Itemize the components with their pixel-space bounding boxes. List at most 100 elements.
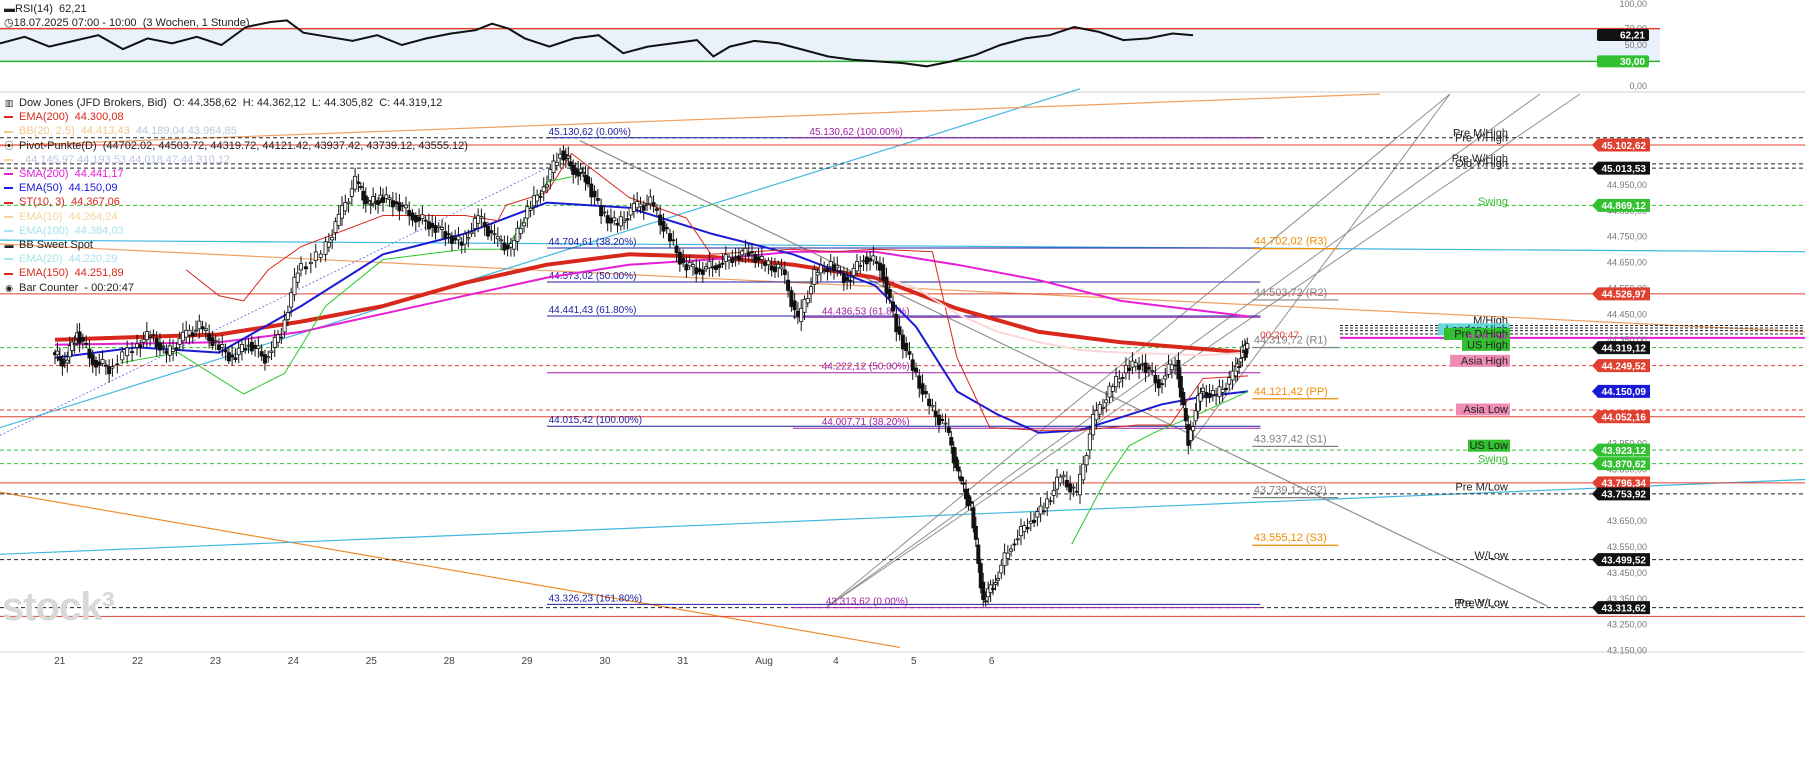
candle-body — [743, 247, 748, 255]
candle-body — [1156, 379, 1161, 389]
price-tag-text: 44.052,16 — [1602, 412, 1647, 423]
pivot-level-label: 43.739,12 (S2) — [1254, 485, 1327, 497]
legend-item[interactable]: EMA(50) 44.150,09 — [4, 181, 468, 195]
candle-body — [1196, 395, 1201, 412]
candle-body — [279, 336, 284, 339]
price-tag — [1592, 443, 1650, 457]
legend-value: 44.220,29 — [62, 253, 118, 266]
pivot-level-label: 44.702,02 (R3) — [1254, 236, 1327, 248]
candle-body — [1143, 362, 1148, 374]
candle-body — [303, 266, 308, 270]
candle-body — [356, 181, 361, 184]
candle-body — [269, 350, 274, 354]
legend-item[interactable]: 44.145,97 44.193,53 44.018,47 44.310,12 — [4, 153, 468, 167]
legend-item[interactable]: ST(10, 3) 44.367,06 — [4, 195, 468, 209]
legend-item[interactable]: EMA(10) 44.264,24 — [4, 210, 468, 224]
candle-body — [243, 348, 248, 351]
candle-body — [1071, 486, 1076, 489]
candle-body — [420, 214, 425, 220]
fib-level-label: 44.573,02 (50.00%) — [549, 271, 637, 282]
price-tag-text: 44.526,97 — [1602, 290, 1647, 301]
candle-body — [1009, 548, 1014, 552]
legend-value: 44.441,17 — [68, 168, 124, 181]
candle-body — [805, 298, 810, 304]
candle-body — [1244, 349, 1249, 354]
legend-item[interactable]: EMA(150) 44.251,89 — [4, 266, 468, 280]
y-tick-label: 43.450,00 — [1607, 568, 1647, 578]
candle-body — [469, 231, 474, 235]
candle-body — [97, 361, 102, 366]
legend-item[interactable]: EMA(200) 44.300,08 — [4, 110, 468, 124]
candle-body — [772, 266, 777, 273]
candle-body — [690, 264, 695, 268]
ohlc-low: 44.305,82 — [324, 97, 374, 109]
level-label: W/Low — [1474, 550, 1508, 562]
candle-body — [838, 270, 843, 273]
y-tick-label: 43.550,00 — [1607, 542, 1647, 552]
candle-body — [87, 348, 92, 359]
candle-body — [700, 269, 705, 275]
candle-body — [668, 233, 673, 242]
pivot-level-label: 43.937,42 (S1) — [1254, 433, 1327, 445]
candle-body — [1084, 455, 1089, 466]
candle-body — [282, 319, 287, 333]
x-tick-label: 5 — [911, 656, 917, 667]
candle-body — [110, 366, 115, 369]
candle-body — [753, 253, 758, 263]
price-tag — [1592, 601, 1650, 615]
candle-body — [877, 262, 882, 271]
candle-body — [333, 221, 338, 234]
candle-body — [1140, 363, 1145, 366]
candle-body — [313, 251, 318, 261]
candle-body — [1191, 426, 1196, 432]
candle-body — [599, 205, 604, 217]
candle-body — [687, 262, 692, 267]
candle-body — [84, 342, 89, 345]
candle-body — [1087, 433, 1092, 451]
candle-body — [272, 337, 277, 348]
legend-item[interactable]: EMA(20) 44.220,29 — [4, 252, 468, 266]
x-tick-label: 29 — [522, 656, 534, 667]
fib-level-label: 44.441,43 (61.80%) — [549, 305, 637, 316]
candle-body — [1146, 366, 1151, 370]
candle-body — [894, 313, 899, 333]
rsi-header: ▬ RSI(14) 62,21 ◷ 18.07.2025 07:00 - 10:… — [4, 2, 250, 30]
candle-body — [479, 216, 484, 219]
candle-body — [70, 341, 75, 351]
fib-level-label: 44.015,42 (100.00%) — [549, 415, 642, 426]
rsi-title: RSI(14) — [15, 3, 53, 15]
candle-body — [981, 581, 986, 600]
candle-body — [120, 351, 125, 361]
candle-body — [1068, 483, 1073, 493]
candle-body — [138, 344, 143, 349]
candle-body — [782, 269, 787, 275]
legend-item[interactable]: ▬ BB Sweet Spot — [4, 238, 468, 252]
x-tick-label: 22 — [132, 656, 144, 667]
candle-body — [1107, 385, 1112, 398]
legend-item[interactable]: SMA(200) 44.441,17 — [4, 167, 468, 181]
legend-item[interactable]: BB(20, 2.5) 44.413,43 44.189,04 43.964,8… — [4, 124, 468, 138]
timer-icon: ◉ — [5, 282, 13, 293]
fib-level-label: 45.130,62 (100.00%) — [809, 127, 902, 138]
instrument-name: Dow Jones (JFD Brokers, Bid) — [19, 97, 167, 109]
legend-swatch — [4, 215, 13, 218]
candle-body — [638, 203, 643, 208]
legend-item[interactable]: EMA(100) 44.384,03 — [4, 224, 468, 238]
legend-item[interactable]: ⦿ Pivot-Punkte(D) (44702.02, 44503.72, 44… — [4, 139, 467, 153]
legend-item[interactable]: ◉ Bar Counter - 00:20:47 — [4, 281, 468, 295]
candle-body — [910, 359, 915, 371]
candle-body — [489, 230, 494, 234]
candle-body — [1117, 378, 1122, 383]
candle-body — [746, 252, 751, 257]
candle-body — [904, 342, 909, 352]
candle-body — [292, 276, 297, 296]
candle-body — [141, 338, 146, 343]
candle-body — [766, 260, 771, 266]
instrument-row[interactable]: ▥ Dow Jones (JFD Brokers, Bid) O: 44.358… — [4, 97, 443, 109]
trendline-orange-lower — [0, 491, 901, 649]
candle-body — [858, 264, 863, 267]
legend-value: 44.251,89 — [68, 267, 124, 280]
candle-body — [1183, 408, 1188, 422]
candle-body — [1048, 500, 1053, 503]
